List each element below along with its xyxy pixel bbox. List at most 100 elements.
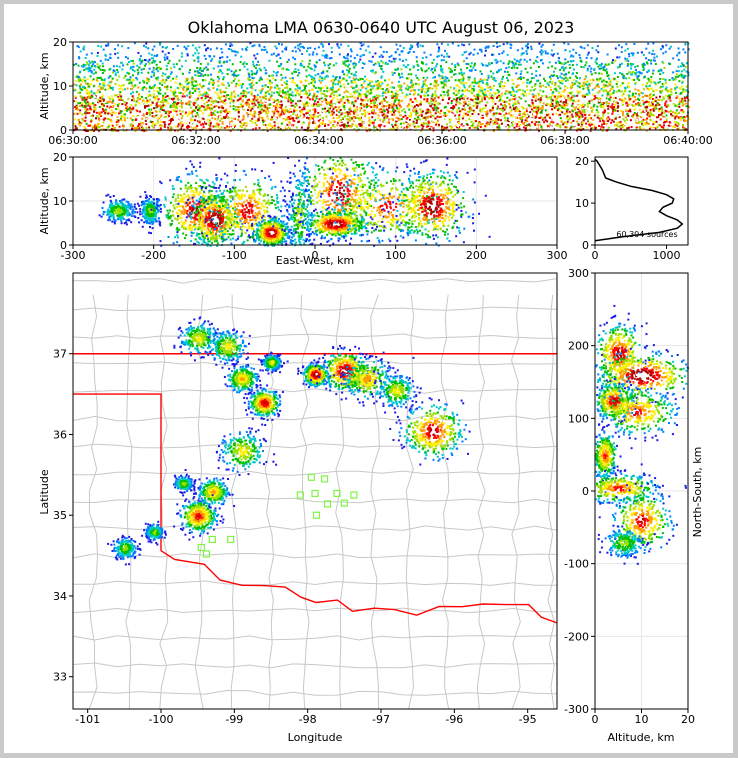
- source-point: [201, 86, 204, 89]
- source-point: [563, 113, 566, 115]
- source-point: [169, 106, 172, 109]
- source-point: [607, 126, 610, 129]
- source-point: [535, 115, 538, 118]
- source-point: [473, 97, 476, 100]
- source-point: [462, 123, 465, 126]
- source-point: [90, 104, 93, 107]
- source-point: [219, 110, 222, 113]
- source-point: [628, 118, 631, 121]
- source-point: [595, 122, 598, 124]
- source-point: [78, 85, 81, 87]
- source-point: [617, 89, 620, 92]
- source-point: [612, 110, 615, 113]
- source-point: [427, 94, 429, 97]
- source-point: [292, 112, 295, 115]
- source-point: [420, 124, 423, 127]
- source-point: [687, 112, 690, 115]
- source-point: [427, 121, 430, 124]
- source-point: [413, 110, 416, 113]
- source-point: [344, 125, 347, 128]
- source-point: [195, 126, 198, 129]
- source-point: [128, 82, 131, 85]
- source-point: [325, 85, 328, 88]
- source-point: [202, 117, 205, 120]
- source-point: [151, 85, 154, 88]
- source-point: [289, 117, 291, 120]
- source-point: [336, 117, 339, 120]
- source-point: [561, 116, 564, 118]
- source-point: [526, 78, 529, 81]
- source-point: [586, 102, 589, 105]
- source-point: [153, 85, 155, 88]
- source-point: [362, 104, 365, 106]
- source-point: [193, 88, 196, 91]
- source-point: [377, 80, 379, 82]
- source-point: [248, 106, 250, 109]
- source-point: [284, 111, 286, 114]
- source-point: [368, 112, 371, 115]
- source-point: [665, 100, 668, 103]
- source-point: [119, 91, 122, 94]
- source-point: [540, 113, 543, 116]
- source-point: [110, 114, 113, 117]
- source-point: [417, 118, 420, 120]
- source-point: [514, 101, 517, 104]
- source-point: [496, 126, 499, 129]
- source-point: [229, 121, 232, 123]
- source-point: [337, 113, 340, 116]
- source-point: [531, 118, 533, 120]
- source-point: [270, 123, 273, 126]
- source-point: [251, 79, 254, 82]
- source-point: [213, 105, 216, 108]
- source-point: [253, 113, 256, 116]
- source-point: [579, 77, 581, 80]
- source-point: [96, 120, 99, 123]
- source-point: [497, 105, 500, 108]
- source-point: [424, 78, 427, 81]
- source-point: [258, 103, 261, 106]
- source-point: [289, 125, 292, 128]
- source-point: [377, 117, 380, 120]
- source-point: [217, 106, 220, 109]
- source-point: [255, 105, 258, 108]
- source-point: [414, 118, 417, 121]
- source-point: [613, 106, 616, 108]
- source-point: [163, 109, 166, 112]
- source-point: [127, 129, 129, 132]
- source-point: [649, 110, 652, 113]
- source-point: [209, 122, 212, 125]
- source-point: [137, 86, 140, 89]
- source-point: [261, 116, 264, 119]
- source-point: [201, 94, 204, 97]
- source-point: [588, 123, 591, 126]
- source-point: [620, 109, 622, 112]
- source-point: [641, 113, 644, 116]
- source-point: [654, 127, 657, 130]
- source-point: [281, 110, 284, 113]
- source-point: [655, 107, 658, 110]
- source-point: [628, 94, 631, 97]
- source-point: [567, 94, 570, 97]
- source-point: [476, 124, 479, 127]
- source-point: [147, 120, 150, 123]
- source-point: [292, 99, 295, 102]
- source-point: [509, 123, 512, 126]
- source-point: [153, 89, 156, 92]
- source-point: [565, 112, 568, 115]
- source-point: [636, 77, 639, 80]
- source-point: [155, 106, 158, 109]
- source-point: [506, 117, 509, 120]
- source-point: [687, 118, 690, 120]
- source-point: [86, 89, 88, 92]
- source-point: [353, 128, 356, 131]
- source-point: [332, 108, 335, 111]
- source-point: [225, 87, 228, 90]
- source-point: [256, 98, 259, 101]
- source-point: [486, 127, 489, 130]
- source-point: [632, 100, 635, 103]
- source-point: [268, 123, 270, 126]
- source-point: [478, 82, 480, 85]
- source-point: [642, 103, 645, 106]
- source-point: [621, 110, 624, 113]
- source-point: [171, 119, 174, 121]
